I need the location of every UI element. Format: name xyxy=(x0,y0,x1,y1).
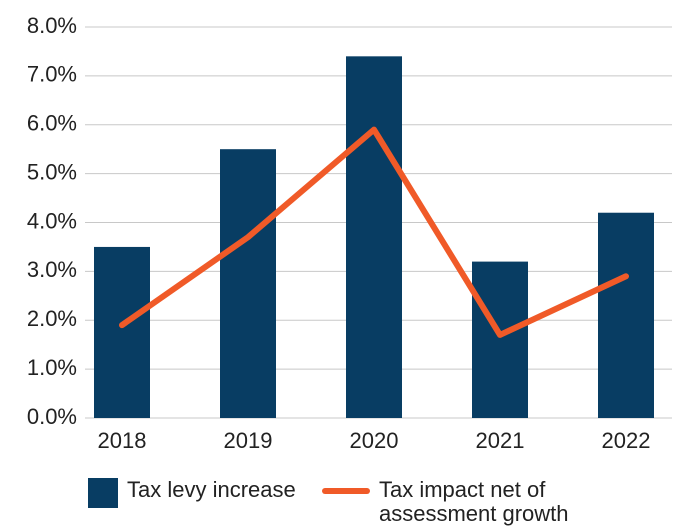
x-tick-label: 2018 xyxy=(98,428,147,453)
legend-label: Tax impact net of assessment growth xyxy=(379,477,569,526)
x-tick-label: 2022 xyxy=(602,428,651,453)
y-tick-label: 5.0% xyxy=(27,159,77,184)
x-tick-label: 2019 xyxy=(224,428,273,453)
legend-swatch xyxy=(322,488,370,494)
bar xyxy=(472,261,528,418)
line xyxy=(119,126,629,338)
x-tick-label: 2020 xyxy=(350,428,399,453)
bar xyxy=(598,212,654,418)
y-tick-label: 1.0% xyxy=(27,355,77,380)
y-tick-label: 2.0% xyxy=(27,306,77,331)
chart: 0.0% 1.0% 2.0% 3.0% 4.0% 5.0% 6.0% 7.0% 8.0% 2018… xyxy=(27,13,672,453)
legend-swatch xyxy=(88,478,118,508)
y-tick-label: 8.0% xyxy=(27,13,77,38)
legend-item: Tax levy increase xyxy=(88,478,296,508)
bar xyxy=(94,246,150,418)
y-tick-label: 7.0% xyxy=(27,62,77,87)
bar xyxy=(346,56,402,418)
y-tick-label: 0.0% xyxy=(27,404,77,429)
bar xyxy=(220,149,276,418)
legend-label: Tax levy increase xyxy=(127,477,296,502)
x-tick-label: 2021 xyxy=(476,428,525,453)
legend-item: Tax impact net of assessment growth xyxy=(322,478,572,526)
y-tick-label: 4.0% xyxy=(27,208,77,233)
y-tick-label: 3.0% xyxy=(27,257,77,282)
y-tick-label: 6.0% xyxy=(27,111,77,136)
